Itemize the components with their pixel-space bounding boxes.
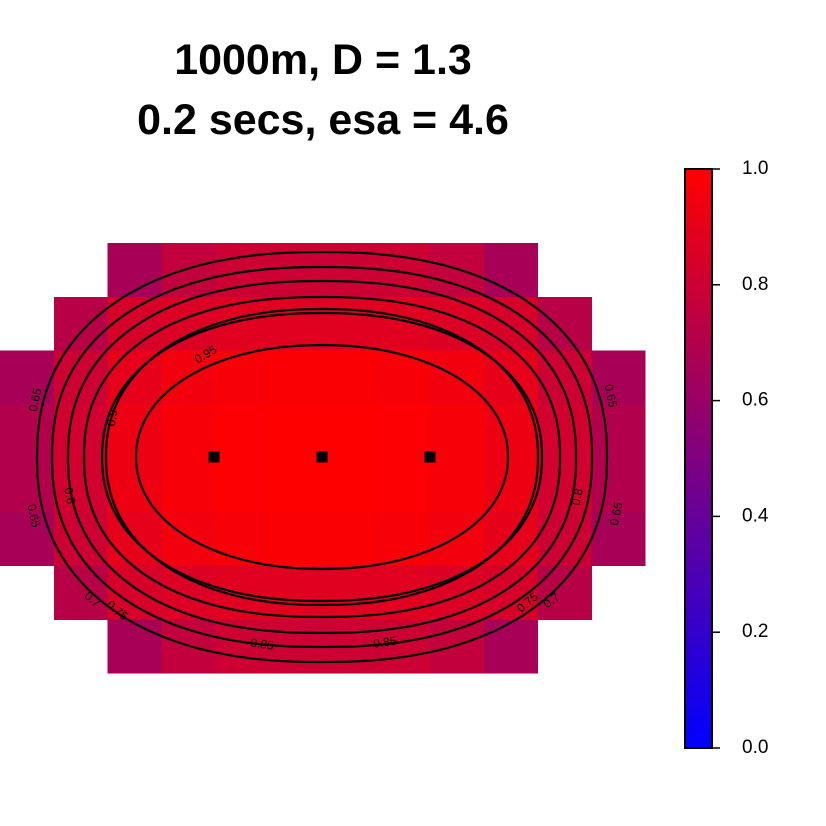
heatmap-cell [215, 404, 270, 459]
color-bar-tick-label: 0.2 [742, 621, 768, 642]
heatmap-cell [483, 619, 539, 674]
detector-markers [208, 451, 436, 463]
chart-title-line-1: 1000m, D = 1.3 [174, 36, 472, 84]
heatmap-cell [215, 350, 270, 405]
color-bar-tick-label: 0.4 [742, 505, 769, 526]
contour-line-0.65 [35, 250, 609, 664]
heatmap-cell [53, 458, 109, 513]
heatmap-cell [430, 296, 485, 352]
heatmap-cell [430, 243, 485, 298]
heatmap-cell [268, 458, 324, 513]
heatmap-cell [268, 296, 324, 352]
heatmap-cell [268, 565, 324, 620]
contour-line-0.7 [50, 265, 594, 649]
heatmap-cell [268, 511, 324, 567]
heatmap-cell [322, 565, 377, 620]
detector-marker [424, 451, 436, 463]
heatmap-cell [376, 296, 431, 352]
contour-line-0.95 [134, 343, 510, 571]
heatmap-cell [53, 565, 109, 620]
heatmap-cell [322, 296, 377, 352]
heatmap-cell [537, 458, 592, 513]
heatmap-cell [537, 565, 592, 620]
detector-marker [208, 451, 220, 463]
color-bar-gradient [684, 168, 713, 749]
heatmap-cell [430, 458, 485, 513]
heatmap-cell [161, 404, 216, 459]
heatmap-cell [322, 350, 377, 405]
heatmap-cell [107, 243, 162, 298]
heatmap-cell [376, 404, 431, 459]
contour-line-0.75 [66, 279, 578, 635]
contour-label: 0.8 [61, 486, 78, 506]
heatmap-cell [430, 511, 485, 567]
heatmap-cell [322, 458, 377, 513]
color-bar-tick-label: 0.8 [742, 274, 768, 295]
heatmap-cell [591, 404, 646, 459]
heatmap-cell [107, 619, 162, 674]
heatmap-cell [0, 458, 55, 513]
heatmap-cell [322, 511, 377, 567]
heatmap-cell [430, 565, 485, 620]
color-bar-tick-label: 1.0 [742, 158, 768, 179]
heatmap-cell [483, 404, 539, 459]
heatmap-cell [215, 458, 270, 513]
color-bar-tick-label: 0.0 [742, 737, 768, 758]
chart-title: 1000m, D = 1.3 0.2 secs, esa = 4.6 [0, 30, 646, 150]
heatmap-cell [430, 404, 485, 459]
heatmap-cell [161, 458, 216, 513]
heatmap-cell [430, 619, 485, 674]
heatmap-cell [0, 350, 55, 405]
contour-label: 0.9 [104, 408, 121, 427]
heatmap-cell [591, 511, 646, 567]
heatmap-cell [376, 350, 431, 405]
color-bar-tick-label: 0.6 [742, 390, 768, 411]
heatmap-cell [268, 350, 324, 405]
heatmap-cell [53, 296, 109, 352]
heatmap-cell [161, 565, 216, 620]
contour-label: 0.85 [372, 634, 397, 651]
contour-lines [35, 250, 609, 664]
heatmap-cell [107, 404, 162, 459]
heatmap-cell [376, 511, 431, 567]
heatmap-cell [0, 404, 55, 459]
heatmap-cell [107, 350, 162, 405]
detector-marker [316, 451, 328, 463]
contour-label: 0.65 [607, 501, 626, 527]
heatmap-cell [591, 350, 646, 405]
heatmap-cell [161, 511, 216, 567]
heatmap-cell [483, 243, 539, 298]
heatmap-cell [53, 404, 109, 459]
contour-line-0.8 [82, 295, 562, 619]
heatmap-cell [537, 404, 592, 459]
heatmap-cell [268, 404, 324, 459]
heatmap-cell [161, 296, 216, 352]
contour-label: 0.85 [250, 636, 275, 653]
contour-label: 0.65 [25, 503, 44, 529]
contour-label: 0.65 [602, 383, 621, 409]
contour-label: 0.8 [569, 487, 586, 507]
contour-line-0.85 [100, 311, 544, 603]
contour-label: 0.65 [26, 387, 45, 413]
heatmap-cell [215, 511, 270, 567]
color-bar: 1.0 0.8 0.6 0.4 0.2 0.0 [684, 158, 769, 758]
heatmap-cell [322, 404, 377, 459]
heatmap-cell [107, 458, 162, 513]
chart-title-line-2: 0.2 secs, esa = 4.6 [137, 96, 509, 144]
heatmap-cell [161, 243, 216, 298]
contour-line-0.9 [104, 307, 540, 607]
heatmap-cell [591, 458, 646, 513]
heatmap-cell [376, 458, 431, 513]
heatmap-cell [537, 296, 592, 352]
